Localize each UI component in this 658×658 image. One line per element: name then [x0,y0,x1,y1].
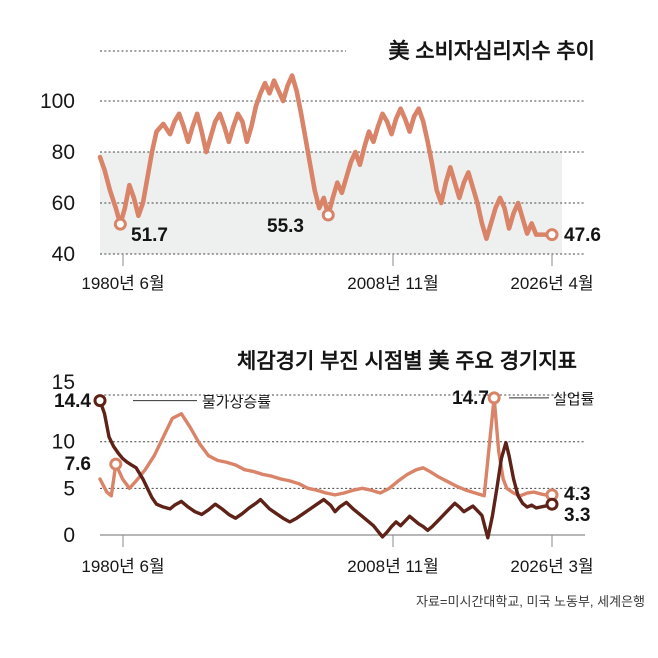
svg-text:100: 100 [40,90,75,113]
svg-text:2026년 4월: 2026년 4월 [510,274,593,293]
svg-text:2026년 3월: 2026년 3월 [510,557,593,576]
svg-text:5: 5 [63,477,75,500]
svg-text:2008년 11월: 2008년 11월 [347,557,438,576]
svg-text:55.3: 55.3 [267,216,304,237]
svg-text:체감경기 부진 시점별 美 주요 경기지표: 체감경기 부진 시점별 美 주요 경기지표 [237,349,577,373]
svg-text:물가상승률: 물가상승률 [202,394,271,411]
svg-text:0: 0 [63,524,75,547]
svg-text:4.3: 4.3 [564,484,590,505]
svg-text:14.7: 14.7 [452,388,489,409]
svg-text:60: 60 [52,192,75,215]
svg-text:10: 10 [52,431,75,454]
svg-text:2008년 11월: 2008년 11월 [347,274,438,293]
svg-text:자료=미시간대학교, 미국 노동부, 세계은행: 자료=미시간대학교, 미국 노동부, 세계은행 [416,594,645,609]
svg-text:14.4: 14.4 [54,391,91,412]
svg-text:美 소비자심리지수 추이: 美 소비자심리지수 추이 [388,39,595,63]
svg-text:7.6: 7.6 [65,454,91,475]
svg-text:3.3: 3.3 [564,505,590,526]
svg-text:1980년 6월: 1980년 6월 [81,274,164,293]
svg-text:47.6: 47.6 [564,225,601,246]
svg-text:51.7: 51.7 [131,225,168,246]
svg-text:실업률: 실업률 [553,391,595,408]
svg-text:40: 40 [52,243,75,266]
svg-text:80: 80 [52,141,75,164]
svg-text:1980년 6월: 1980년 6월 [81,557,164,576]
